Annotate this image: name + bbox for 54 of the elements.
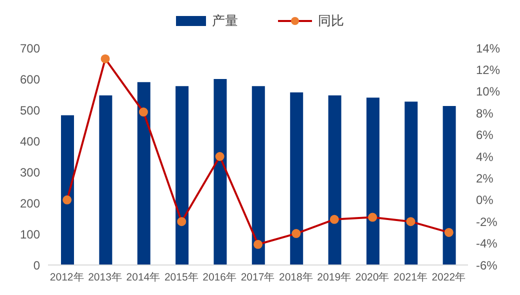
x-tick-label: 2020年 bbox=[355, 271, 390, 284]
y2-tick-label: -6% bbox=[476, 258, 498, 272]
y-tick-label: 300 bbox=[20, 165, 40, 180]
y-tick-label: 0 bbox=[33, 258, 40, 272]
bar bbox=[252, 86, 265, 265]
y-tick-label: 500 bbox=[20, 103, 40, 118]
x-tick-label: 2014年 bbox=[126, 271, 161, 284]
bar bbox=[137, 82, 150, 265]
x-tick-label: 2019年 bbox=[317, 271, 352, 284]
y2-tick-label: 12% bbox=[476, 62, 500, 77]
bar bbox=[290, 92, 304, 265]
bar bbox=[442, 106, 456, 265]
x-tick-label: 2012年 bbox=[50, 271, 84, 284]
y2-tick-label: 4% bbox=[476, 150, 494, 164]
y2-tick-label: 8% bbox=[476, 106, 494, 120]
point bbox=[62, 195, 72, 204]
bar bbox=[404, 102, 418, 265]
y2-tick-label: -4% bbox=[476, 236, 498, 251]
point bbox=[100, 54, 110, 64]
bar bbox=[328, 95, 342, 265]
y-tick-label: 700 bbox=[20, 41, 40, 56]
bar bbox=[214, 79, 227, 265]
x-tick-label: 2017年 bbox=[240, 271, 276, 284]
point bbox=[444, 228, 454, 237]
x-tick-label: 2021年 bbox=[394, 271, 428, 284]
point bbox=[215, 152, 224, 161]
point bbox=[368, 212, 378, 222]
y-tick-label: 200 bbox=[20, 196, 40, 210]
legend-label: 同比 bbox=[317, 12, 344, 30]
bar bbox=[61, 115, 74, 265]
x-tick-label: 2015年 bbox=[164, 271, 199, 284]
y-tick-label: 400 bbox=[20, 134, 40, 148]
bar bbox=[176, 86, 189, 265]
y2-tick-label: 2% bbox=[476, 171, 494, 186]
legend-label: 产量 bbox=[211, 12, 238, 30]
bar bbox=[366, 98, 380, 265]
y2-tick-label: 14% bbox=[476, 41, 500, 56]
x-tick-label: 2022年 bbox=[432, 271, 466, 284]
point bbox=[292, 229, 301, 238]
point bbox=[177, 217, 186, 226]
point bbox=[254, 240, 262, 249]
point bbox=[406, 217, 416, 226]
point bbox=[330, 214, 339, 224]
y-tick-label: 100 bbox=[20, 227, 40, 242]
x-tick-label: 2013年 bbox=[88, 271, 122, 284]
y2-tick-label: 10% bbox=[476, 84, 500, 99]
y2-tick-label: 6% bbox=[476, 128, 494, 142]
point bbox=[138, 108, 148, 117]
x-tick-label: 2018年 bbox=[279, 271, 314, 284]
y2-tick-label: 0% bbox=[476, 193, 494, 208]
x-tick-label: 2016年 bbox=[202, 271, 237, 284]
bar bbox=[99, 95, 112, 265]
y-tick-label: 600 bbox=[20, 72, 40, 86]
y2-tick-label: -2% bbox=[476, 214, 498, 229]
